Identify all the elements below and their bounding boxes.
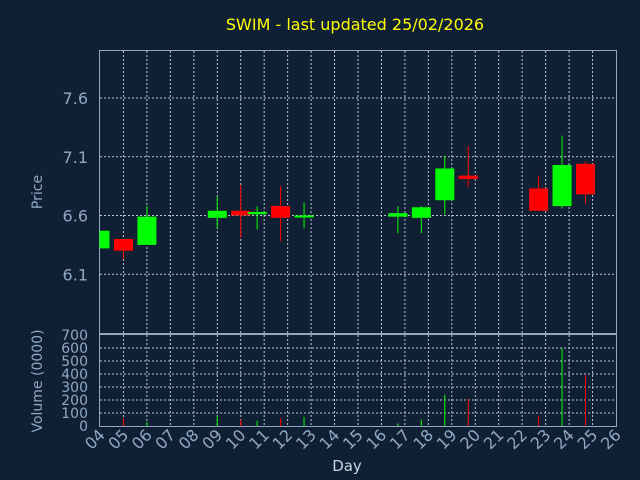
candle-body-down: [458, 175, 478, 180]
price-y-tick-label: 7.1: [63, 148, 88, 167]
price-panel-frame: [99, 50, 617, 334]
volume-y-tick-label: 400: [61, 367, 88, 383]
candle-body-up: [294, 215, 314, 218]
x-ticks: 0405060708091011121314151617181920212223…: [81, 425, 625, 453]
volume-y-tick-label: 200: [61, 393, 88, 409]
price-y-ticks: 6.1 6.6 7.1 7.6: [63, 89, 88, 284]
volume-axis-label: Volume (0000): [30, 329, 46, 432]
volume-panel-frame: [99, 334, 617, 427]
volume-y-tick-label: 500: [61, 354, 88, 370]
volume-y-tick-label: 0: [79, 419, 88, 435]
candle-body-down: [529, 188, 549, 211]
volume-y-tick-label: 300: [61, 380, 88, 396]
volume-y-tick-label: 600: [61, 341, 88, 357]
price-axis-label: Price: [30, 175, 46, 209]
x-axis-label: Day: [332, 457, 362, 475]
volume-y-tick-label: 100: [61, 406, 88, 422]
candle-body-up: [207, 210, 227, 218]
x-tick-label: 26: [597, 425, 625, 453]
volume-y-tick-label: 700: [61, 328, 88, 344]
volume-bars: [122, 348, 587, 426]
candle-body-up: [100, 230, 110, 249]
candle-body-up: [137, 216, 157, 245]
candle-body-down: [231, 210, 251, 216]
chart-title: SWIM - last updated 25/02/2026: [226, 15, 484, 34]
candle-body-up: [552, 164, 572, 207]
price-y-tick-label: 6.1: [63, 265, 88, 284]
price-y-tick-label: 6.6: [63, 207, 88, 226]
price-y-tick-label: 7.6: [63, 89, 88, 108]
candle-body-up: [435, 168, 455, 201]
candle-body-up: [411, 207, 431, 218]
candle-body-up: [388, 213, 408, 217]
candle-body-down: [113, 239, 133, 251]
candle-body-down: [271, 206, 291, 218]
candle-body-up: [247, 211, 267, 215]
volume-grid: [100, 335, 616, 426]
candles: [99, 135, 596, 259]
candle-body-down: [576, 163, 596, 195]
